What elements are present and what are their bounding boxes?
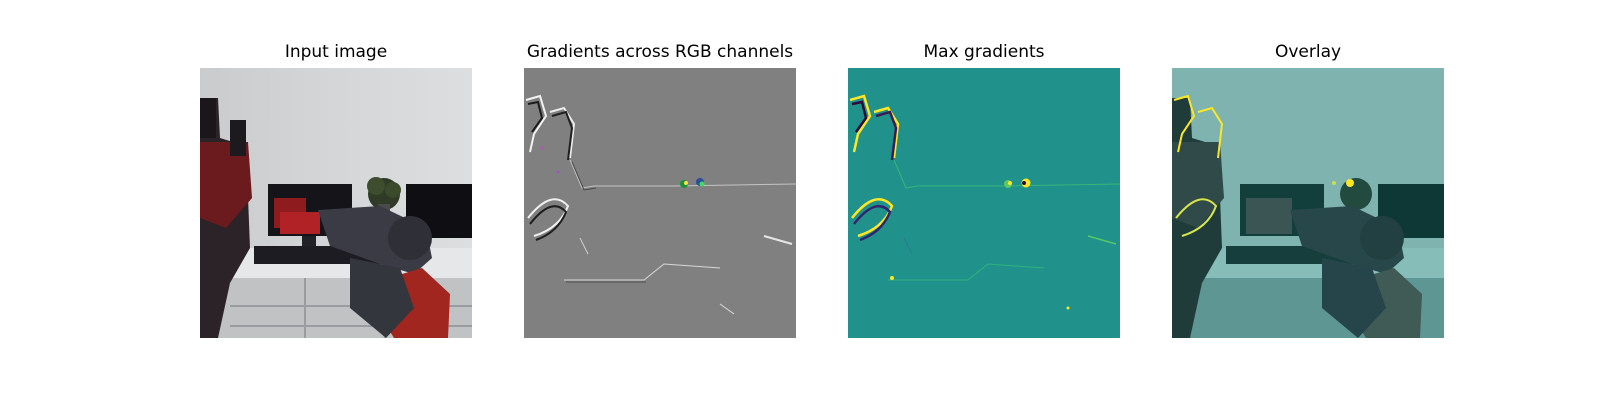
panel-title: Overlay [1274,42,1342,62]
rgb-gradients-image [524,68,796,338]
panel-overlay: Overlay [1172,0,1444,400]
panel-title: Max gradients [923,42,1045,62]
panel-title: Gradients across RGB channels [526,42,794,62]
panel-input-image: Input image [200,0,472,400]
overlay-image [1172,68,1444,338]
panel-max-gradients: Max gradients [848,0,1120,400]
input-image [200,68,472,338]
max-gradients-image [848,68,1120,338]
panel-rgb-gradients: Gradients across RGB channels [524,0,796,400]
panel-title: Input image [284,42,388,62]
